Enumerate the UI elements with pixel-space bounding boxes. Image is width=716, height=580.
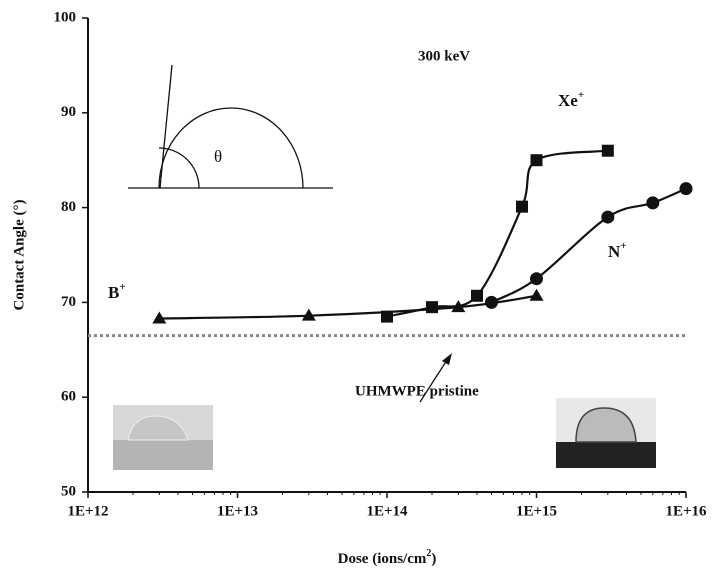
square-marker xyxy=(601,144,614,157)
square-marker xyxy=(426,301,439,314)
circle-marker xyxy=(601,210,615,224)
series-label: N+ xyxy=(608,240,627,261)
droplet-photo-left xyxy=(113,405,213,470)
x-tick-label: 1E+12 xyxy=(67,503,108,519)
y-tick-label: 70 xyxy=(61,294,76,310)
arrow-head xyxy=(442,353,452,365)
series-name-sup: + xyxy=(578,89,584,101)
series-name: B xyxy=(108,283,119,302)
droplet-photo-right xyxy=(556,398,656,468)
series-label: Xe+ xyxy=(558,89,584,110)
series-name-sup: + xyxy=(119,281,125,293)
series-name: N xyxy=(608,242,621,261)
y-tick-label: 90 xyxy=(61,104,76,120)
energy-annotation: 300 keV xyxy=(418,48,470,64)
x-axis-label: Dose (ions/cm2) xyxy=(338,548,437,567)
x-tick-label: 1E+13 xyxy=(217,503,258,519)
circle-marker xyxy=(530,272,543,286)
series-label: B+ xyxy=(108,281,126,302)
y-tick-label: 100 xyxy=(54,9,77,25)
series-name: Xe xyxy=(558,91,578,110)
triangle-marker xyxy=(152,311,167,324)
x-label-text: Dose (ions/cm xyxy=(338,551,427,567)
arrow xyxy=(419,359,448,403)
y-tick-label: 60 xyxy=(61,389,76,405)
circle-marker xyxy=(679,182,693,196)
circle-marker xyxy=(646,196,660,210)
fit-line xyxy=(159,294,537,320)
theta-label: θ xyxy=(214,147,222,166)
x-tick-label: 1E+14 xyxy=(366,503,408,519)
triangle-marker xyxy=(301,308,316,321)
square-marker xyxy=(530,154,543,167)
fit-line xyxy=(386,149,608,318)
triangle-marker xyxy=(529,288,544,301)
x-label-sup: 2 xyxy=(426,548,431,559)
reference-label: UHMWPE pristine xyxy=(355,383,479,399)
angle-diagram xyxy=(128,64,333,189)
series-name-sup: + xyxy=(620,240,626,252)
triangle-marker xyxy=(451,300,466,313)
square-marker xyxy=(516,200,529,213)
x-tick-label: 1E+16 xyxy=(665,503,707,519)
square-marker xyxy=(471,289,484,302)
y-tick-label: 50 xyxy=(61,483,76,499)
x-label-tail: ) xyxy=(431,551,436,567)
y-axis-label: Contact Angle (°) xyxy=(11,200,27,311)
x-tick-label: 1E+15 xyxy=(516,503,557,519)
y-tick-label: 80 xyxy=(61,199,76,215)
square-marker xyxy=(381,310,393,323)
